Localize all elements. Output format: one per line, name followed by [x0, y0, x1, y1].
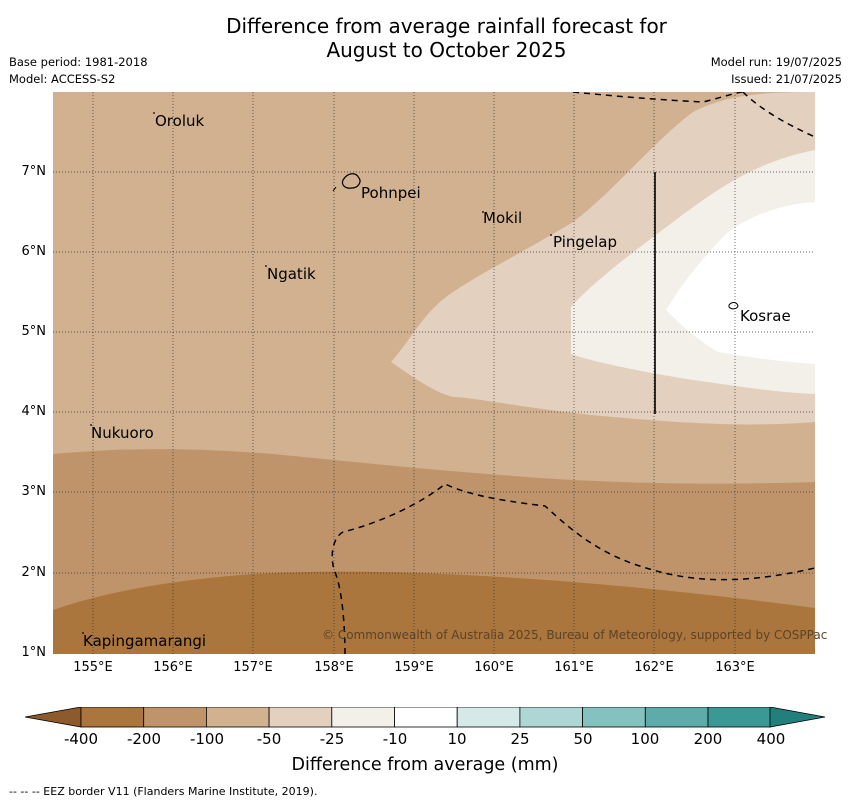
map-title: Difference from average rainfall forecas…: [0, 14, 850, 62]
colorbar-segment: [143, 706, 207, 728]
colorbar: [24, 706, 827, 733]
kosrae-island-icon: [728, 302, 739, 310]
colorbar-upper-extension: [769, 706, 826, 728]
lon-label-162e: 162°E: [634, 660, 674, 675]
lon-label-163e: 163°E: [715, 660, 755, 675]
atoll-dots: [82, 112, 552, 634]
place-ngatik: Ngatik: [267, 265, 316, 283]
colorbar-segment: [644, 706, 709, 728]
place-kosrae: Kosrae: [740, 307, 791, 325]
lon-label-157e: 157°E: [233, 660, 273, 675]
place-oroluk: Oroluk: [155, 112, 204, 130]
eez-footnote: -- -- -- EEZ border V11 (Flanders Marine…: [9, 785, 318, 798]
colorbar-segment: [80, 706, 145, 728]
colorbar-svg: [24, 706, 826, 728]
title-line-1: Difference from average rainfall forecas…: [226, 14, 667, 38]
lon-label-155e: 155°E: [73, 660, 113, 675]
lon-label-156e: 156°E: [153, 660, 193, 675]
colorbar-lower-extension: [24, 706, 82, 728]
lat-label-1n: 1°N: [21, 645, 47, 660]
colorbar-label: -50: [256, 730, 282, 748]
model-run: Model run: 19/07/2025: [710, 55, 842, 69]
issued-date: Issued: 21/07/2025: [731, 72, 842, 86]
colorbar-label: 50: [573, 730, 593, 748]
rainfall-map: Oroluk Pohnpei Mokil Pingelap Ngatik Kos…: [53, 92, 815, 654]
colorbar-segment: [205, 706, 270, 728]
colorbar-label: -400: [63, 730, 99, 748]
lat-label-6n: 6°N: [21, 244, 47, 259]
lat-label-3n: 3°N: [21, 484, 47, 499]
colorbar-segment: [456, 706, 521, 728]
lon-label-161e: 161°E: [554, 660, 594, 675]
copyright-notice: © Commonwealth of Australia 2025, Bureau…: [322, 628, 828, 642]
place-pohnpei: Pohnpei: [361, 184, 421, 202]
meta-right: Model run: 19/07/2025 Issued: 21/07/2025: [711, 54, 842, 88]
model-name: Model: ACCESS-S2: [9, 72, 116, 86]
place-nukuoro: Nukuoro: [91, 424, 154, 442]
colorbar-segment: [707, 706, 772, 728]
meta-left: Base period: 1981-2018 Model: ACCESS-S2: [9, 54, 148, 88]
colorbar-label: -100: [189, 730, 225, 748]
place-pingelap: Pingelap: [553, 233, 617, 251]
lat-label-2n: 2°N: [21, 565, 47, 580]
colorbar-label: 200: [693, 730, 723, 748]
eez-borders: [331, 92, 815, 654]
colorbar-segment: [519, 706, 583, 728]
colorbar-label: -200: [126, 730, 162, 748]
lon-label-158e: 158°E: [314, 660, 354, 675]
place-mokil: Mokil: [483, 209, 522, 227]
lat-label-7n: 7°N: [21, 164, 47, 179]
colorbar-label: 400: [756, 730, 786, 748]
lat-label-5n: 5°N: [21, 324, 47, 339]
colorbar-label: 100: [630, 730, 660, 748]
pohnpei-island-icon: [341, 173, 361, 189]
gridlines: [53, 92, 815, 654]
band-darkest: [53, 571, 815, 654]
lat-label-4n: 4°N: [21, 404, 47, 419]
colorbar-label: -10: [382, 730, 408, 748]
title-line-2: August to October 2025: [326, 38, 567, 62]
colorbar-segment: [582, 706, 646, 728]
place-kapingamarangi: Kapingamarangi: [83, 632, 206, 650]
colorbar-segment: [331, 706, 395, 728]
lon-label-159e: 159°E: [394, 660, 434, 675]
lon-label-160e: 160°E: [474, 660, 514, 675]
base-period: Base period: 1981-2018: [9, 55, 148, 69]
map-svg: Oroluk Pohnpei Mokil Pingelap Ngatik Kos…: [53, 92, 815, 654]
colorbar-label: 25: [510, 730, 530, 748]
band-near-zero: [666, 202, 815, 364]
colorbar-label: 10: [447, 730, 467, 748]
colorbar-label: -25: [319, 730, 345, 748]
colorbar-segment: [268, 706, 333, 728]
islet-mark: [332, 186, 337, 192]
colorbar-title: Difference from average (mm): [291, 755, 559, 775]
colorbar-segments: [80, 706, 772, 728]
colorbar-segment: [394, 706, 458, 728]
